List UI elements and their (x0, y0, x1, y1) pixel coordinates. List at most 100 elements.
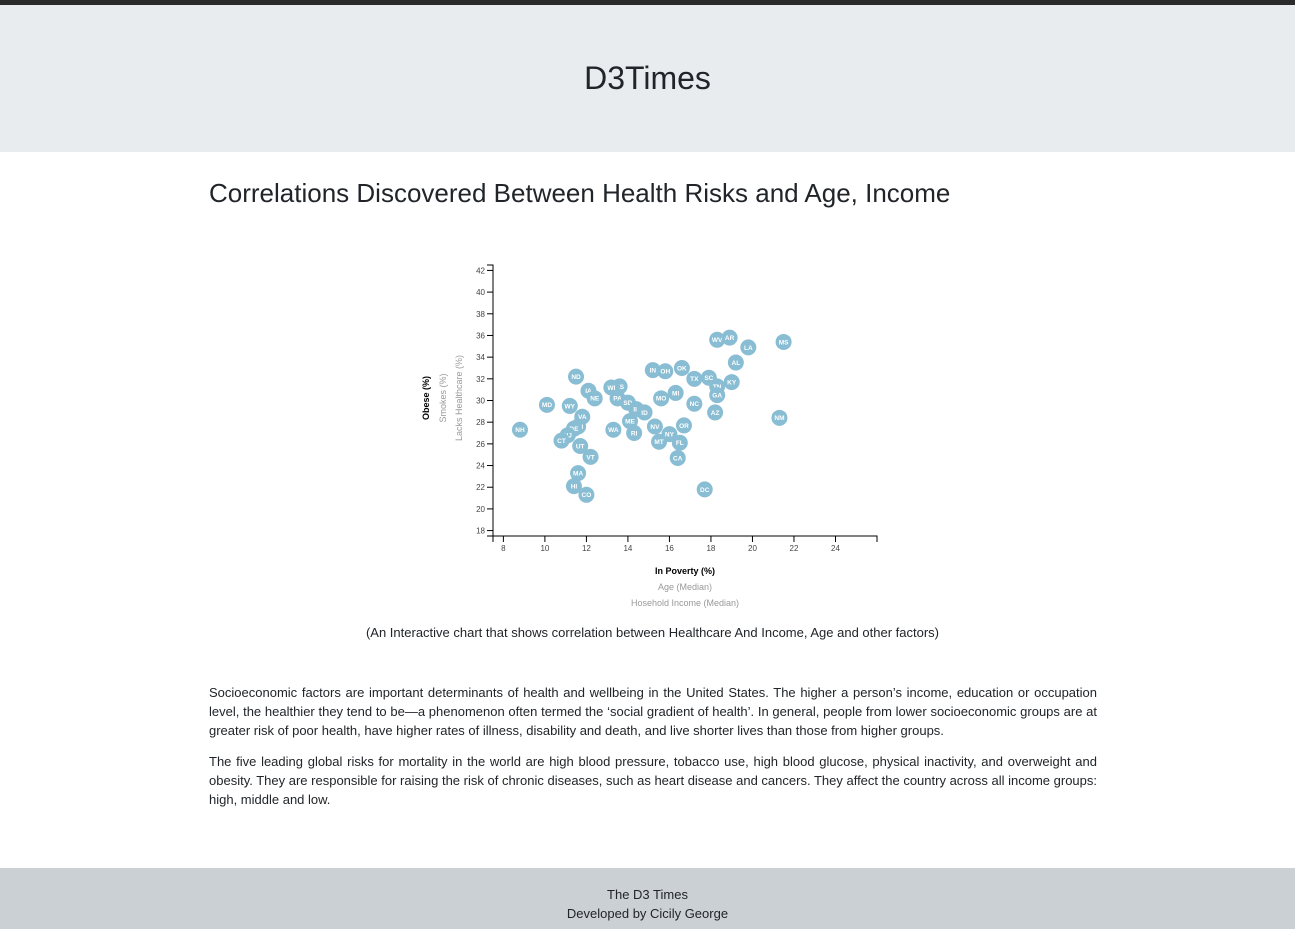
state-marker[interactable]: FL (671, 434, 688, 451)
state-abbr-label: IL (633, 407, 639, 414)
state-circle[interactable] (771, 409, 788, 426)
x-tick: 16 (665, 536, 674, 553)
state-abbr-label: OK (677, 365, 687, 372)
state-circle[interactable] (646, 418, 663, 435)
state-circle[interactable] (570, 465, 587, 482)
state-circle[interactable] (669, 449, 686, 466)
state-marker[interactable]: WY (561, 397, 578, 414)
state-marker[interactable]: MI (667, 384, 684, 401)
state-circle[interactable] (651, 433, 668, 450)
state-marker[interactable]: VT (582, 448, 599, 465)
state-circle[interactable] (653, 390, 670, 407)
state-circle[interactable] (553, 432, 570, 449)
state-circle[interactable] (673, 359, 690, 376)
state-circle[interactable] (721, 329, 738, 346)
state-circle[interactable] (626, 425, 643, 442)
state-marker[interactable]: AL (727, 354, 744, 371)
state-marker[interactable]: MA (570, 465, 587, 482)
state-marker[interactable]: CO (578, 486, 595, 503)
state-marker[interactable]: MT (651, 433, 668, 450)
chart-caption: (An Interactive chart that shows correla… (365, 625, 940, 640)
state-abbr-label: ME (625, 418, 635, 425)
state-abbr-label: ND (571, 374, 581, 381)
state-circle[interactable] (657, 363, 674, 380)
state-marker[interactable]: CA (669, 449, 686, 466)
state-abbr-label: DE (569, 426, 579, 433)
state-circle[interactable] (605, 421, 622, 438)
state-abbr-label: KY (727, 379, 737, 386)
x-tick: 10 (540, 536, 550, 553)
state-marker[interactable]: AR (721, 329, 738, 346)
state-marker[interactable]: OR (675, 417, 692, 434)
state-circle[interactable] (644, 362, 661, 379)
state-marker[interactable]: NE (586, 390, 603, 407)
state-abbr-label: IA (585, 388, 592, 395)
state-circle[interactable] (707, 404, 724, 421)
state-circle[interactable] (578, 486, 595, 503)
state-circle[interactable] (696, 481, 713, 498)
state-abbr-label: LA (744, 345, 753, 352)
state-circle[interactable] (740, 339, 757, 356)
x-axis-label-option[interactable]: In Poverty (%) (655, 566, 715, 576)
state-marker[interactable]: CT (553, 432, 570, 449)
state-circle[interactable] (667, 384, 684, 401)
state-marker[interactable]: ND (568, 368, 585, 385)
state-circle[interactable] (565, 478, 582, 495)
state-marker[interactable]: NC (686, 395, 703, 412)
state-marker[interactable]: WV (709, 331, 726, 348)
state-abbr-label: MT (654, 439, 663, 446)
x-axis-label-option[interactable]: Hosehold Income (Median) (631, 598, 739, 608)
state-abbr-label: SC (704, 375, 713, 382)
state-marker[interactable]: OH (657, 363, 674, 380)
state-circle[interactable] (686, 370, 703, 387)
state-marker[interactable]: UT (572, 438, 589, 455)
state-circle[interactable] (686, 395, 703, 412)
state-marker[interactable]: OK (673, 359, 690, 376)
state-circle[interactable] (775, 333, 792, 350)
y-tick: 40 (476, 288, 493, 297)
y-axis-label-option[interactable]: Smokes (%) (438, 373, 448, 422)
state-marker[interactable]: GA (709, 387, 726, 404)
state-circle[interactable] (582, 448, 599, 465)
state-marker[interactable]: HI (565, 478, 582, 495)
state-abbr-label: NE (590, 396, 600, 403)
x-axis-label-option[interactable]: Age (Median) (658, 582, 712, 592)
state-circle[interactable] (709, 331, 726, 348)
state-circle[interactable] (709, 387, 726, 404)
y-tick-label: 34 (476, 353, 485, 362)
state-circle[interactable] (671, 434, 688, 451)
y-tick-label: 32 (476, 375, 485, 384)
state-circle[interactable] (727, 354, 744, 371)
state-circle[interactable] (723, 374, 740, 391)
state-marker[interactable]: IN (644, 362, 661, 379)
state-circle[interactable] (561, 397, 578, 414)
state-abbr-label: MI (672, 390, 679, 397)
state-marker[interactable]: AZ (707, 404, 724, 421)
state-marker[interactable]: ID (636, 404, 653, 421)
state-marker[interactable]: MD (538, 396, 555, 413)
state-marker[interactable]: MO (653, 390, 670, 407)
state-marker[interactable]: NM (771, 409, 788, 426)
state-circle[interactable] (572, 438, 589, 455)
state-marker[interactable]: MS (775, 333, 792, 350)
state-circle[interactable] (586, 390, 603, 407)
state-marker[interactable]: NH (511, 421, 528, 438)
state-abbr-label: SD (623, 400, 632, 407)
state-marker[interactable]: LA (740, 339, 757, 356)
y-axis-label-option[interactable]: Lacks Healthcare (%) (454, 355, 464, 441)
state-circle[interactable] (511, 421, 528, 438)
state-marker[interactable]: WA (605, 421, 622, 438)
state-abbr-label: OR (679, 423, 689, 430)
state-marker[interactable]: RI (626, 425, 643, 442)
state-marker[interactable]: KY (723, 374, 740, 391)
state-marker[interactable]: TX (686, 370, 703, 387)
paragraph-mortality-risks: The five leading global risks for mortal… (209, 754, 1097, 807)
state-marker[interactable]: NV (646, 418, 663, 435)
y-axis-label-option[interactable]: Obese (%) (421, 376, 431, 420)
state-circle[interactable] (568, 368, 585, 385)
state-circle[interactable] (538, 396, 555, 413)
state-circle[interactable] (675, 417, 692, 434)
state-circle[interactable] (636, 404, 653, 421)
state-abbr-label: NV (650, 424, 660, 431)
state-marker[interactable]: DC (696, 481, 713, 498)
